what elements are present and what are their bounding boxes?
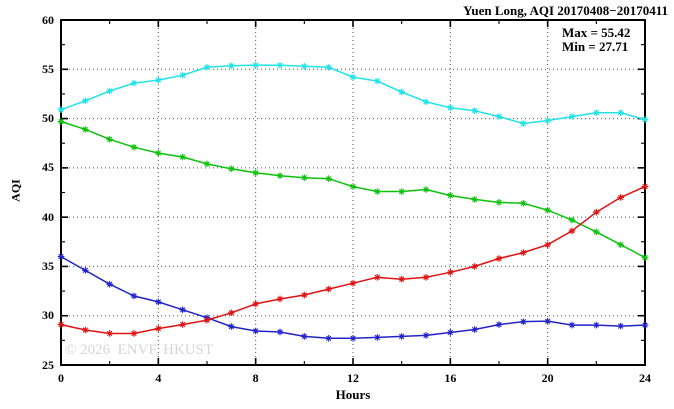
series-cyan-markers (57, 61, 649, 127)
plot-border (60, 19, 646, 366)
watermark: © 2026 ENVF, HKUST (65, 342, 214, 358)
series-green-markers (57, 118, 649, 261)
x-tick-label: 12 (347, 371, 359, 385)
x-tick-label: 4 (155, 371, 162, 385)
x-tick-label: 16 (444, 371, 457, 385)
y-tick-label: 35 (42, 258, 54, 273)
y-tick-label: 40 (42, 209, 54, 224)
y-tick-label: 55 (42, 61, 54, 76)
x-axis-title: Hours (335, 387, 371, 402)
series-cyan-line (60, 64, 646, 125)
series-blue-markers (57, 253, 649, 342)
chart-title: Yuen Long, AQI 20170408−20170411 (463, 3, 668, 18)
x-tick-label: 20 (541, 371, 554, 385)
y-tick-label: 30 (42, 308, 54, 323)
x-tick-label: 8 (252, 371, 259, 385)
y-axis-title: AQI (8, 179, 23, 202)
y-tick-label: 60 (42, 12, 54, 27)
min-annotation: Min = 27.71 (562, 39, 629, 54)
max-annotation: Max = 55.42 (562, 25, 631, 40)
x-tick-label: 0 (58, 371, 64, 385)
y-tick-label: 45 (42, 160, 54, 175)
series-red-markers (57, 183, 649, 337)
y-tick-label: 50 (42, 111, 54, 126)
y-tick-label: 25 (42, 357, 54, 372)
x-tick-label: 24 (639, 371, 651, 385)
